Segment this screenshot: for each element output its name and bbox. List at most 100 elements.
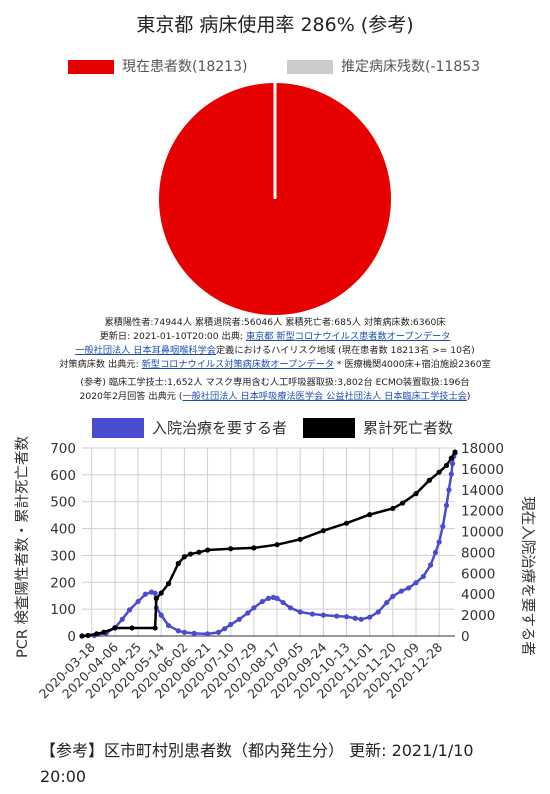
data-point-hospitalized <box>398 588 404 594</box>
data-point-deaths <box>85 632 91 639</box>
data-point-deaths <box>79 633 85 639</box>
data-point-hospitalized <box>352 615 358 621</box>
y-left-tick-label: 700 <box>50 441 76 457</box>
data-point-deaths <box>158 590 164 596</box>
line-chart: 入院治療を要する者 累計死亡者数 0 100 200 300 400 500 600 700 0 20… <box>14 418 536 701</box>
data-point-hospitalized <box>343 614 350 620</box>
pie-chart-title: 東京都 病床使用率 286% (参考) <box>136 14 414 36</box>
legend-label-deaths[interactable]: 累計死亡者数 <box>363 419 453 437</box>
footer-title: 【参考】区市町村別患者数（都内発生分） 更新: 2021/1/10 <box>40 741 474 760</box>
data-point-hospitalized <box>119 616 125 622</box>
legend-item-current-patients[interactable]: 現在患者数(18213) <box>68 56 247 76</box>
data-point-hospitalized <box>375 609 381 615</box>
data-point-hospitalized <box>181 629 187 635</box>
data-point-deaths <box>196 549 202 555</box>
data-point-hospitalized <box>428 562 434 568</box>
y-right-tick-label: 2000 <box>461 608 495 624</box>
data-point-hospitalized <box>390 593 396 599</box>
y-right-tick-label: 14000 <box>461 483 504 499</box>
data-point-deaths <box>274 542 280 548</box>
data-point-deaths <box>228 546 234 552</box>
data-point-hospitalized <box>222 626 228 632</box>
data-point-deaths <box>101 629 107 635</box>
legend-label-remaining-beds: 推定病床残数(-11853 <box>341 59 481 75</box>
y-left-axis-title: PCR 検査陽性者数・累計死亡者数 <box>14 435 31 658</box>
data-point-deaths <box>448 455 454 461</box>
data-point-hospitalized <box>436 539 442 545</box>
source-link-bed-open-data[interactable]: 新型コロナウイルス対策病床数オープンデータ <box>141 359 335 370</box>
y-right-axis-title: 現在入院治療を要する者 <box>519 496 536 656</box>
info-equipment-source: 2020年2月回答 出典元 (一般社団法人 日本呼吸療法医学会 公益社団法人 日… <box>0 391 550 403</box>
data-point-hospitalized <box>274 595 280 601</box>
data-point-hospitalized <box>320 612 326 618</box>
y-right-tick-label: 18000 <box>461 441 504 457</box>
data-point-deaths <box>112 625 118 631</box>
info-bed-source: 対策病床数 出典元: 新型コロナウイルス対策病床数オープンデータ * 医療機関4… <box>0 359 550 371</box>
y-right-tick-label: 4000 <box>461 587 495 603</box>
info-equipment: (参考) 臨床工学技士:1,652人 マスク専用含む人工呼吸器取扱:3,802台… <box>0 377 550 389</box>
legend-swatch-deaths <box>303 418 355 438</box>
data-point-deaths <box>426 477 433 483</box>
source-link-respiratory-society[interactable]: 一般社団法人 日本呼吸療法医学会 公益社団法人 日本臨床工学技士会 <box>182 391 467 402</box>
data-point-deaths <box>413 491 419 497</box>
y-right-tick-label: 8000 <box>461 545 495 561</box>
data-point-hospitalized <box>440 523 446 529</box>
data-point-hospitalized <box>228 621 234 628</box>
source-link-tokyo-open-data[interactable]: 東京都 新型コロナウイルス患者数オープンデータ <box>245 331 451 342</box>
data-point-hospitalized <box>358 616 364 622</box>
data-point-hospitalized <box>384 599 390 606</box>
legend-label-hospitalized[interactable]: 入院治療を要する者 <box>152 419 287 437</box>
data-point-deaths <box>320 528 326 534</box>
data-point-hospitalized <box>432 549 439 556</box>
data-point-hospitalized <box>309 611 315 617</box>
data-point-deaths <box>399 500 406 506</box>
legend-item-remaining-beds[interactable]: 推定病床残数(-11853 <box>287 56 480 76</box>
data-point-deaths <box>175 560 181 567</box>
source-link-ent-society[interactable]: 一般社団法人 日本耳鼻咽喉科学会 <box>75 345 216 356</box>
data-point-hospitalized <box>142 591 148 597</box>
info-bed-source-prefix: 対策病床数 出典元: <box>59 359 142 370</box>
data-point-hospitalized <box>265 595 272 601</box>
data-point-hospitalized <box>287 605 294 611</box>
data-point-hospitalized <box>446 487 452 493</box>
data-point-deaths <box>443 462 450 469</box>
info-cumulative-text: 累積陽性者:74944人 累積退院者:56046人 累積死亡者:685人 対策病… <box>104 317 446 328</box>
data-point-hospitalized <box>158 612 164 618</box>
series-line-deaths <box>81 451 457 638</box>
data-point-hospitalized <box>251 605 257 611</box>
data-point-hospitalized <box>204 631 211 637</box>
data-point-hospitalized <box>334 613 340 619</box>
info-updated-text: 更新日: 2021-01-10T20:00 出典: <box>99 331 246 342</box>
data-point-hospitalized <box>135 598 141 605</box>
data-point-hospitalized <box>413 580 419 586</box>
info-bed-source-suffix: * 医療機関4000床+宿泊施設2360室 <box>334 359 491 370</box>
data-point-deaths <box>452 449 458 455</box>
data-point-hospitalized <box>245 610 251 616</box>
data-point-deaths <box>436 469 442 475</box>
footer-time: 20:00 <box>40 767 87 786</box>
data-point-hospitalized <box>449 461 456 467</box>
data-point-hospitalized <box>443 502 450 509</box>
data-point-deaths <box>165 581 172 587</box>
data-point-deaths <box>367 512 373 518</box>
data-point-deaths <box>129 625 135 631</box>
data-point-hospitalized <box>165 622 172 629</box>
y-right-tick-label: 10000 <box>461 525 504 541</box>
data-point-hospitalized <box>259 598 266 605</box>
y-left-tick-label: 0 <box>67 629 76 645</box>
info-equipment-source-suffix: ) <box>466 391 471 402</box>
info-equipment-source-prefix: 2020年2月回答 出典元 ( <box>79 391 183 402</box>
data-point-hospitalized <box>175 628 181 634</box>
legend-label-current-patients: 現在患者数(18213) <box>122 59 248 75</box>
y-right-tick-label: 0 <box>461 629 470 645</box>
y-left-tick-label: 200 <box>50 575 76 591</box>
data-point-deaths <box>251 545 257 551</box>
data-point-hospitalized <box>420 573 426 580</box>
info-high-risk-text: 定義におけるハイリスク地域 (現在患者数 18213名 >= 10名) <box>216 345 475 356</box>
data-point-deaths <box>94 631 100 637</box>
legend-swatch-red <box>68 60 114 74</box>
info-cumulative: 累積陽性者:74944人 累積退院者:56046人 累積死亡者:685人 対策病… <box>0 317 550 329</box>
data-point-deaths <box>181 554 187 560</box>
data-point-deaths <box>153 595 159 601</box>
info-equipment-text: (参考) 臨床工学技士:1,652人 マスク専用含む人工呼吸器取扱:3,802台… <box>80 377 470 388</box>
